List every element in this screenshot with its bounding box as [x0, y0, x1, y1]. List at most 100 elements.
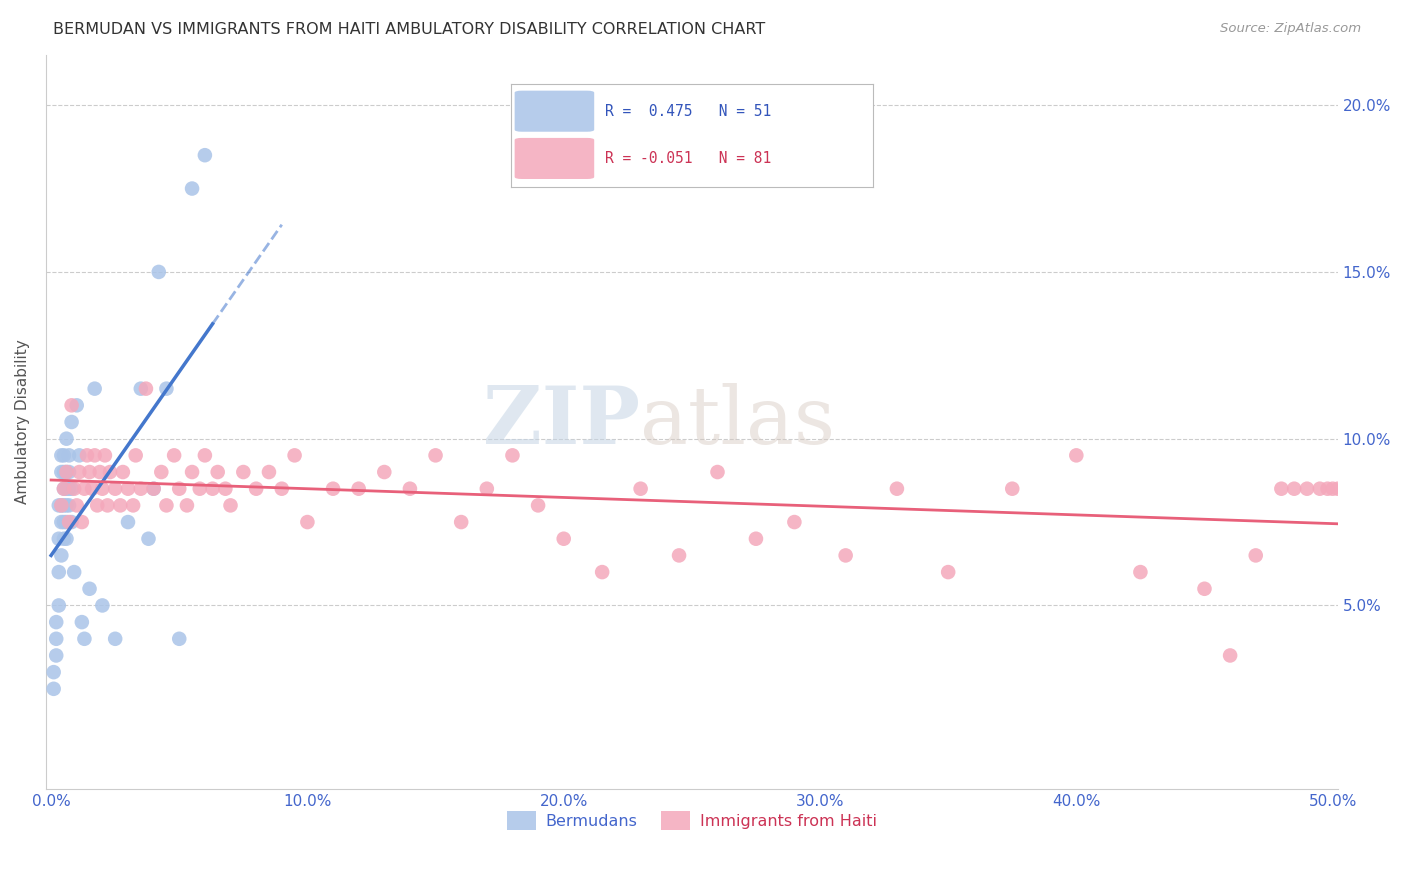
Point: [214, 482, 236, 496]
Point: [55, 515, 77, 529]
Point: [450, 515, 472, 529]
Point: [1296, 482, 1319, 496]
Point: [425, 448, 447, 462]
Point: [48, 565, 70, 579]
Point: [148, 265, 170, 279]
Point: [129, 382, 152, 396]
Point: [42, 681, 65, 696]
Point: [66, 398, 89, 412]
Point: [167, 482, 190, 496]
Point: [42, 665, 65, 680]
Point: [52, 482, 75, 496]
Point: [51, 549, 73, 563]
Point: [94, 448, 117, 462]
Point: [322, 482, 344, 496]
Point: [1322, 482, 1344, 496]
Point: [58, 515, 80, 529]
Point: [745, 532, 768, 546]
Point: [194, 148, 217, 162]
Point: [52, 532, 75, 546]
Point: [73, 632, 96, 646]
Point: [706, 465, 728, 479]
Point: [297, 515, 319, 529]
Point: [1244, 549, 1267, 563]
Point: [1219, 648, 1241, 663]
Point: [399, 482, 422, 496]
Point: [834, 549, 856, 563]
Point: [55, 482, 77, 496]
Point: [91, 482, 114, 496]
Point: [79, 582, 101, 596]
Point: [373, 465, 395, 479]
Point: [1326, 482, 1348, 496]
Point: [67, 448, 90, 462]
Point: [52, 482, 75, 496]
Point: [48, 599, 70, 613]
Point: [79, 465, 101, 479]
Point: [1334, 482, 1357, 496]
Point: [51, 515, 73, 529]
Point: [91, 599, 114, 613]
Point: [76, 448, 98, 462]
Point: [104, 632, 127, 646]
Point: [51, 499, 73, 513]
Point: [96, 499, 118, 513]
Point: [257, 465, 280, 479]
Point: [1270, 482, 1292, 496]
Point: [630, 482, 652, 496]
Point: [58, 465, 80, 479]
Point: [117, 515, 139, 529]
Point: [1194, 582, 1216, 596]
Text: ZIP: ZIP: [484, 383, 640, 461]
Point: [1347, 482, 1369, 496]
Point: [117, 482, 139, 496]
Text: atlas: atlas: [640, 383, 835, 461]
Point: [1309, 482, 1331, 496]
Point: [527, 499, 550, 513]
Point: [70, 615, 93, 629]
Point: [55, 499, 77, 513]
Point: [886, 482, 908, 496]
Point: [51, 465, 73, 479]
Point: [60, 415, 83, 429]
Point: [60, 398, 83, 412]
Point: [155, 382, 177, 396]
Point: [122, 499, 145, 513]
Point: [135, 382, 157, 396]
Point: [668, 549, 690, 563]
Point: [55, 532, 77, 546]
Point: [104, 482, 127, 496]
Point: [167, 632, 190, 646]
Text: Source: ZipAtlas.com: Source: ZipAtlas.com: [1220, 22, 1361, 36]
Point: [58, 448, 80, 462]
Point: [142, 482, 165, 496]
Point: [51, 499, 73, 513]
Point: [936, 565, 959, 579]
Point: [783, 515, 806, 529]
Point: [201, 482, 224, 496]
Point: [1001, 482, 1024, 496]
Point: [232, 465, 254, 479]
Point: [52, 515, 75, 529]
Point: [55, 465, 77, 479]
Point: [89, 465, 111, 479]
Point: [45, 615, 67, 629]
Point: [150, 465, 173, 479]
Point: [111, 465, 134, 479]
Point: [55, 465, 77, 479]
Point: [1282, 482, 1305, 496]
Point: [155, 499, 177, 513]
Point: [475, 482, 498, 496]
Point: [66, 499, 89, 513]
Point: [176, 499, 198, 513]
Point: [1316, 482, 1339, 496]
Point: [52, 499, 75, 513]
Point: [219, 499, 242, 513]
Point: [207, 465, 229, 479]
Point: [347, 482, 370, 496]
Point: [553, 532, 575, 546]
Y-axis label: Ambulatory Disability: Ambulatory Disability: [15, 340, 30, 504]
Point: [52, 465, 75, 479]
Point: [1129, 565, 1152, 579]
Point: [194, 448, 217, 462]
